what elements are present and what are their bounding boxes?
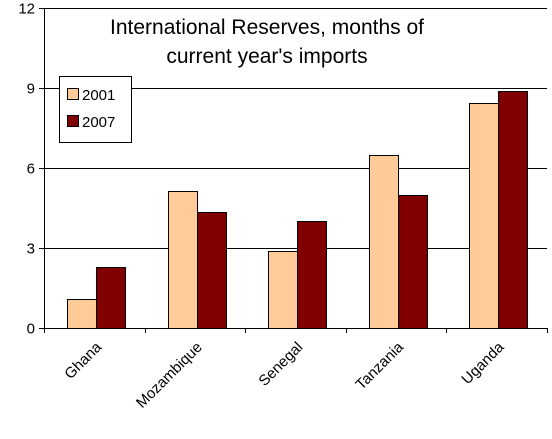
legend: 2001 2007 bbox=[59, 76, 132, 143]
bar-ghana-2001 bbox=[67, 299, 97, 329]
legend-swatch-2007 bbox=[67, 115, 79, 127]
bar-ghana-2007 bbox=[96, 267, 126, 329]
legend-box bbox=[59, 76, 132, 143]
bar-tanzania-2007 bbox=[398, 195, 428, 329]
x-tick-label-tanzania: Tanzania bbox=[352, 338, 407, 393]
chart-title-line-1: International Reserves, months of bbox=[110, 16, 424, 39]
x-tick-label-senegal: Senegal bbox=[255, 339, 306, 390]
x-tick-labels: Ghana Mozambique Senegal Tanzania Uganda bbox=[61, 338, 508, 411]
bar-tanzania-2001 bbox=[369, 155, 399, 329]
legend-label-2007: 2007 bbox=[82, 114, 115, 131]
chart-title-line-2: current year's imports bbox=[166, 45, 367, 68]
bar-mozambique-2001 bbox=[168, 191, 198, 329]
x-tick-label-uganda: Uganda bbox=[458, 338, 508, 388]
y-tick-labels: 0 3 6 9 12 bbox=[18, 1, 35, 338]
y-tick-label: 0 bbox=[27, 321, 35, 338]
bars bbox=[67, 91, 528, 329]
bar-uganda-2007 bbox=[498, 91, 528, 329]
legend-swatch-2001 bbox=[67, 88, 79, 100]
x-tick-label-mozambique: Mozambique bbox=[133, 339, 206, 412]
y-tick-label: 3 bbox=[27, 241, 35, 258]
bar-senegal-2001 bbox=[268, 251, 298, 329]
bar-senegal-2007 bbox=[297, 221, 327, 329]
y-tick-label: 12 bbox=[18, 1, 35, 18]
y-tick-label: 6 bbox=[27, 161, 35, 178]
chart-title: International Reserves, months of curren… bbox=[110, 16, 424, 68]
legend-label-2001: 2001 bbox=[82, 87, 115, 104]
axes bbox=[39, 8, 548, 333]
x-tick-label-ghana: Ghana bbox=[61, 338, 105, 382]
bar-uganda-2001 bbox=[469, 103, 499, 329]
bar-mozambique-2007 bbox=[197, 212, 227, 329]
y-tick-label: 9 bbox=[27, 81, 35, 98]
